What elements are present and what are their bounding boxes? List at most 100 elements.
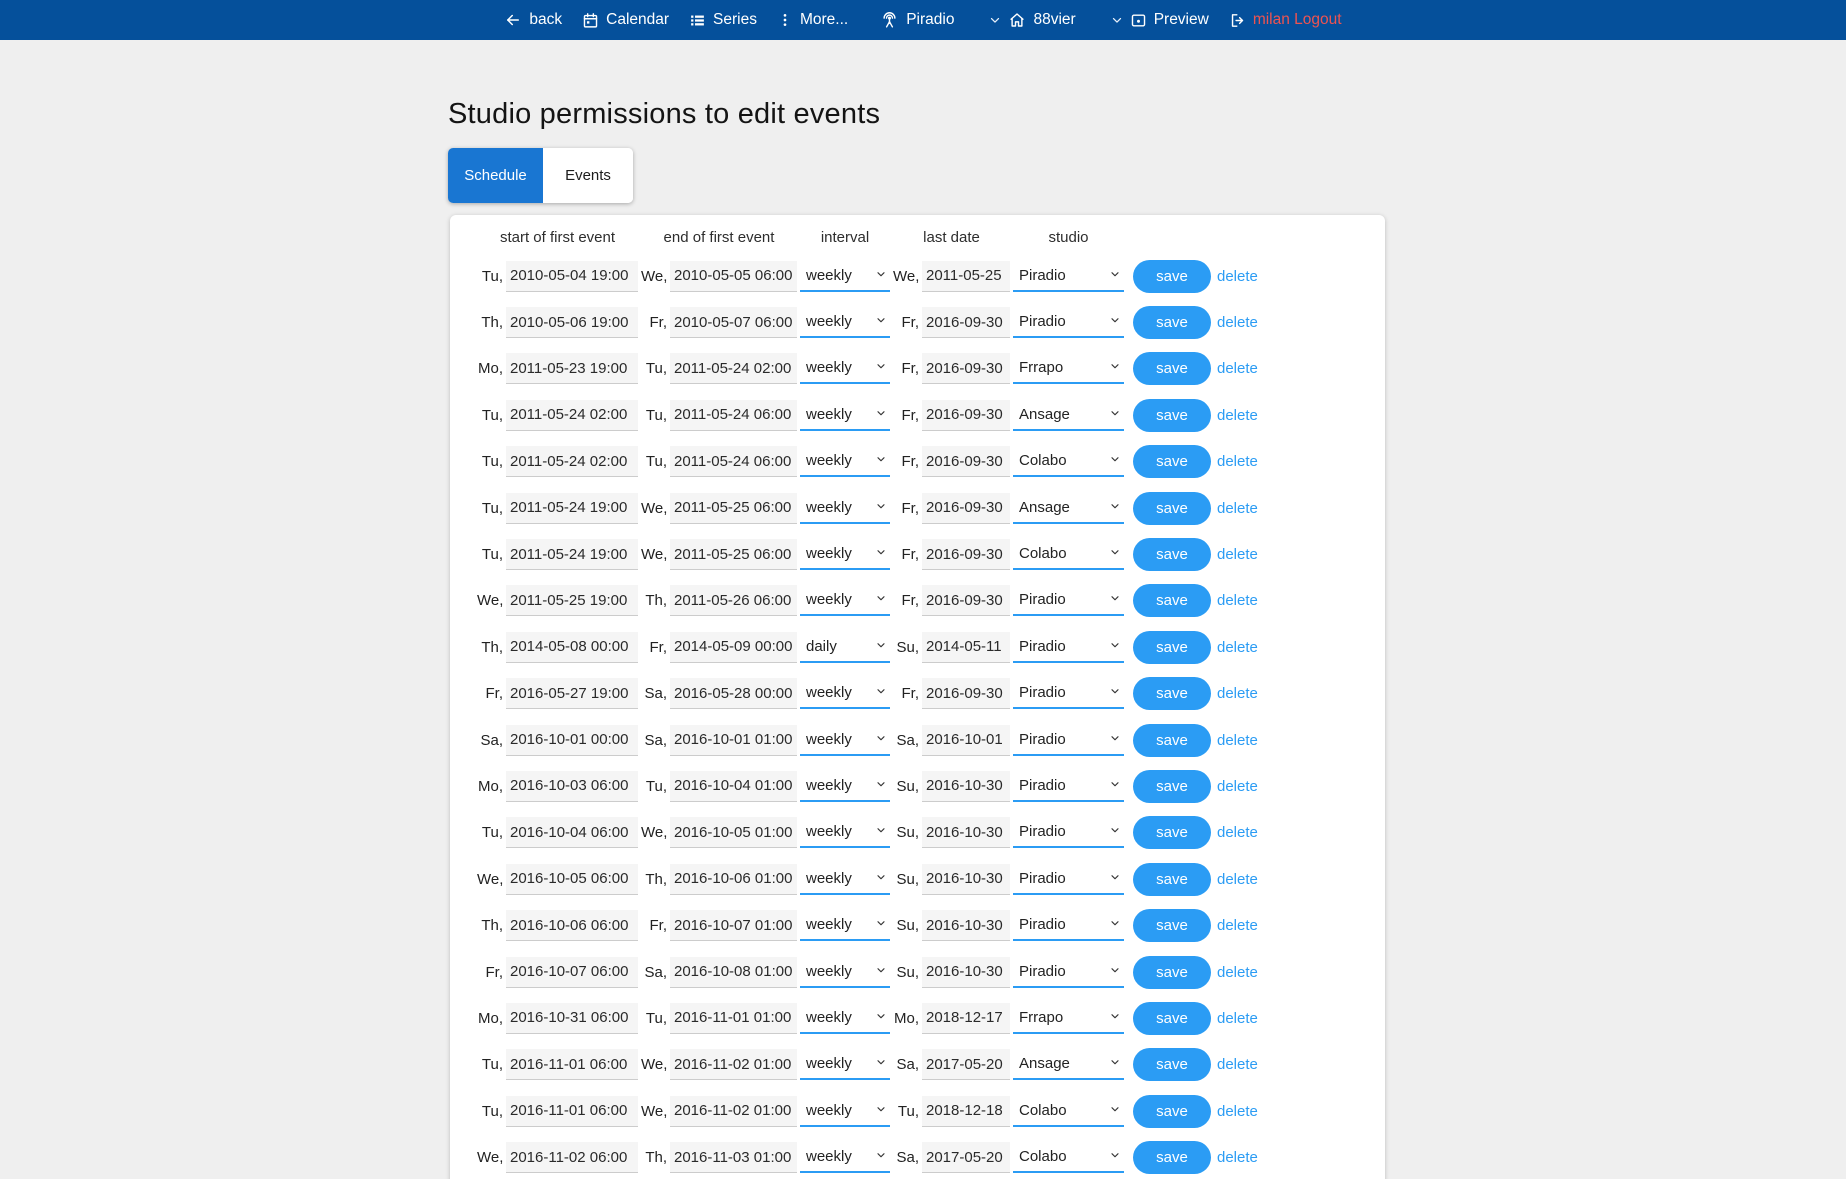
nav-preview[interactable]: Preview	[1130, 11, 1209, 29]
last-date-input[interactable]	[922, 1095, 1010, 1127]
end-of-first-event-input[interactable]	[670, 585, 797, 617]
delete-link[interactable]: delete	[1217, 777, 1258, 795]
start-of-first-event-input[interactable]	[506, 260, 638, 292]
start-of-first-event-input[interactable]	[506, 631, 638, 663]
delete-link[interactable]: delete	[1217, 499, 1258, 517]
last-date-input[interactable]	[922, 1049, 1010, 1081]
last-date-input[interactable]	[922, 678, 1010, 710]
studio-select[interactable]: Piradio	[1013, 817, 1124, 849]
last-date-input[interactable]	[922, 1002, 1010, 1034]
end-of-first-event-input[interactable]	[670, 492, 797, 524]
nav-more[interactable]: More...	[777, 11, 848, 29]
studio-select[interactable]: Ansage	[1013, 399, 1124, 431]
end-of-first-event-input[interactable]	[670, 1142, 797, 1174]
save-button[interactable]: save	[1133, 398, 1211, 432]
start-of-first-event-input[interactable]	[506, 724, 638, 756]
nav-88vier[interactable]: 88vier	[1008, 11, 1076, 29]
last-date-input[interactable]	[922, 724, 1010, 756]
last-date-input[interactable]	[922, 910, 1010, 942]
save-button[interactable]: save	[1133, 1094, 1211, 1128]
interval-select[interactable]: weekly	[800, 724, 890, 756]
interval-select[interactable]: weekly	[800, 1002, 890, 1034]
last-date-input[interactable]	[922, 770, 1010, 802]
interval-select[interactable]: weekly	[800, 956, 890, 988]
end-of-first-event-input[interactable]	[670, 399, 797, 431]
interval-select[interactable]: weekly	[800, 260, 890, 292]
last-date-input[interactable]	[922, 817, 1010, 849]
save-button[interactable]: save	[1133, 1001, 1211, 1035]
interval-select[interactable]: weekly	[800, 539, 890, 571]
save-button[interactable]: save	[1133, 769, 1211, 803]
delete-link[interactable]: delete	[1217, 406, 1258, 424]
delete-link[interactable]: delete	[1217, 870, 1258, 888]
last-date-input[interactable]	[922, 539, 1010, 571]
start-of-first-event-input[interactable]	[506, 863, 638, 895]
studio-select[interactable]: Colabo	[1013, 446, 1124, 478]
interval-select[interactable]: weekly	[800, 910, 890, 942]
end-of-first-event-input[interactable]	[670, 260, 797, 292]
studio-select[interactable]: Piradio	[1013, 631, 1124, 663]
delete-link[interactable]: delete	[1217, 360, 1258, 378]
interval-select[interactable]: weekly	[800, 1049, 890, 1081]
save-button[interactable]: save	[1133, 306, 1211, 340]
delete-link[interactable]: delete	[1217, 917, 1258, 935]
delete-link[interactable]: delete	[1217, 1056, 1258, 1074]
delete-link[interactable]: delete	[1217, 592, 1258, 610]
nav-back[interactable]: back	[504, 11, 562, 29]
start-of-first-event-input[interactable]	[506, 399, 638, 431]
last-date-input[interactable]	[922, 446, 1010, 478]
studio-select[interactable]: Ansage	[1013, 492, 1124, 524]
save-button[interactable]: save	[1133, 584, 1211, 618]
interval-select[interactable]: weekly	[800, 817, 890, 849]
interval-select[interactable]: weekly	[800, 492, 890, 524]
studio-select[interactable]: Piradio	[1013, 770, 1124, 802]
save-button[interactable]: save	[1133, 630, 1211, 664]
interval-select[interactable]: weekly	[800, 863, 890, 895]
delete-link[interactable]: delete	[1217, 453, 1258, 471]
save-button[interactable]: save	[1133, 816, 1211, 850]
end-of-first-event-input[interactable]	[670, 631, 797, 663]
save-button[interactable]: save	[1133, 538, 1211, 572]
nav-piradio[interactable]: Piradio	[880, 11, 954, 30]
interval-select[interactable]: weekly	[800, 1142, 890, 1174]
delete-link[interactable]: delete	[1217, 546, 1258, 564]
studio-select[interactable]: Ansage	[1013, 1049, 1124, 1081]
save-button[interactable]: save	[1133, 445, 1211, 479]
interval-select[interactable]: weekly	[800, 446, 890, 478]
last-date-input[interactable]	[922, 307, 1010, 339]
interval-select[interactable]: weekly	[800, 678, 890, 710]
save-button[interactable]: save	[1133, 955, 1211, 989]
delete-link[interactable]: delete	[1217, 731, 1258, 749]
start-of-first-event-input[interactable]	[506, 678, 638, 710]
save-button[interactable]: save	[1133, 491, 1211, 525]
interval-select[interactable]: weekly	[800, 1095, 890, 1127]
interval-select[interactable]: weekly	[800, 770, 890, 802]
start-of-first-event-input[interactable]	[506, 910, 638, 942]
delete-link[interactable]: delete	[1217, 1102, 1258, 1120]
studio-select[interactable]: Colabo	[1013, 1095, 1124, 1127]
end-of-first-event-input[interactable]	[670, 817, 797, 849]
end-of-first-event-input[interactable]	[670, 353, 797, 385]
save-button[interactable]: save	[1133, 1048, 1211, 1082]
studio-select[interactable]: Colabo	[1013, 539, 1124, 571]
studio-select[interactable]: Piradio	[1013, 585, 1124, 617]
end-of-first-event-input[interactable]	[670, 863, 797, 895]
save-button[interactable]: save	[1133, 909, 1211, 943]
studio-select[interactable]: Frrapo	[1013, 353, 1124, 385]
piradio-chevron-down-icon[interactable]	[988, 13, 1002, 27]
last-date-input[interactable]	[922, 631, 1010, 663]
start-of-first-event-input[interactable]	[506, 539, 638, 571]
studio-select[interactable]: Piradio	[1013, 678, 1124, 710]
interval-select[interactable]: weekly	[800, 307, 890, 339]
end-of-first-event-input[interactable]	[670, 770, 797, 802]
start-of-first-event-input[interactable]	[506, 1095, 638, 1127]
start-of-first-event-input[interactable]	[506, 585, 638, 617]
end-of-first-event-input[interactable]	[670, 1049, 797, 1081]
start-of-first-event-input[interactable]	[506, 1049, 638, 1081]
delete-link[interactable]: delete	[1217, 314, 1258, 332]
delete-link[interactable]: delete	[1217, 824, 1258, 842]
start-of-first-event-input[interactable]	[506, 307, 638, 339]
last-date-input[interactable]	[922, 260, 1010, 292]
studio-select[interactable]: Piradio	[1013, 863, 1124, 895]
last-date-input[interactable]	[922, 863, 1010, 895]
